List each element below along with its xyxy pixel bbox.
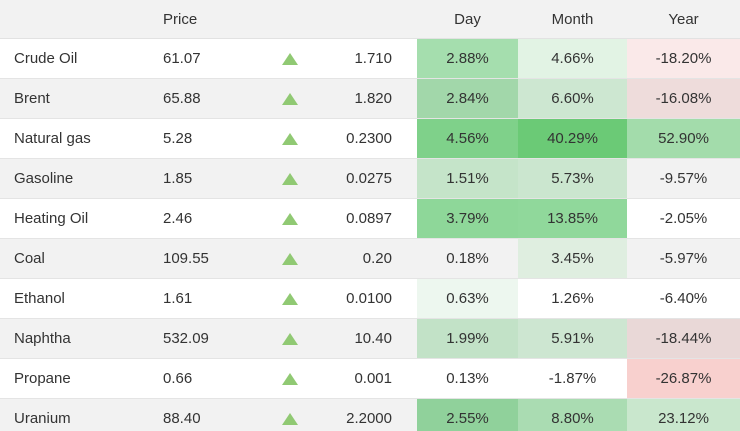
up-arrow-icon (260, 398, 320, 431)
price-value: 1.61 (150, 278, 260, 319)
month-percent-cell: 1.26% (518, 278, 627, 319)
year-percent-cell: -26.87% (627, 358, 740, 399)
commodity-name-link[interactable]: Heating Oil (0, 198, 150, 239)
table-row: Ethanol 1.61 0.0100 0.63% 1.26% -6.40% (0, 278, 740, 319)
year-percent-cell: -2.05% (627, 198, 740, 239)
year-percent-cell: -16.08% (627, 78, 740, 119)
day-percent-cell: 3.79% (417, 198, 518, 239)
commodity-name-link[interactable]: Ethanol (0, 278, 150, 319)
month-percent-cell: 6.60% (518, 78, 627, 119)
day-percent-cell: 2.84% (417, 78, 518, 119)
month-percent-cell: 8.80% (518, 398, 627, 431)
table-header: Price Day Month Year (0, 0, 740, 39)
day-percent-cell: 0.18% (417, 238, 518, 279)
up-arrow-icon (260, 118, 320, 159)
up-arrow-icon (260, 158, 320, 199)
up-arrow-icon (260, 78, 320, 119)
change-value: 0.0100 (320, 278, 417, 319)
change-value: 0.20 (320, 238, 417, 279)
table-row: Heating Oil 2.46 0.0897 3.79% 13.85% -2.… (0, 198, 740, 239)
table-row: Crude Oil 61.07 1.710 2.88% 4.66% -18.20… (0, 38, 740, 79)
up-arrow-icon (260, 238, 320, 279)
commodity-name-link[interactable]: Crude Oil (14, 50, 78, 67)
month-percent-cell: 13.85% (518, 198, 627, 239)
month-percent-cell: -1.87% (518, 358, 627, 399)
price-value: 0.66 (150, 358, 260, 399)
header-price: Price (150, 0, 260, 39)
day-percent-cell: 0.63% (417, 278, 518, 319)
price-value: 61.07 (163, 50, 201, 67)
up-arrow-icon (260, 278, 320, 319)
price-value: 5.28 (150, 118, 260, 159)
month-percent-cell: 5.91% (518, 318, 627, 359)
header-arrow-spacer (260, 0, 320, 39)
table-row: Brent 65.88 1.820 2.84% 6.60% -16.08% (0, 78, 740, 119)
up-arrow-icon (260, 198, 320, 239)
price-value: 1.85 (150, 158, 260, 199)
day-percent-cell: 1.51% (417, 158, 518, 199)
year-percent-cell: 23.12% (627, 398, 740, 431)
up-arrow-icon (260, 39, 320, 79)
commodity-name-link[interactable]: Coal (0, 238, 150, 279)
header-month: Month (518, 0, 627, 39)
table-body: Crude Oil 61.07 1.710 2.88% 4.66% -18.20… (0, 38, 740, 431)
month-percent-cell: 40.29% (518, 118, 627, 159)
table-row: Natural gas 5.28 0.2300 4.56% 40.29% 52.… (0, 118, 740, 159)
commodity-name-link[interactable]: Propane (0, 358, 150, 399)
day-percent-cell: 2.88% (417, 38, 518, 79)
header-day: Day (417, 0, 518, 39)
year-percent-cell: -18.44% (627, 318, 740, 359)
year-percent-cell: -9.57% (627, 158, 740, 199)
price-value: 2.46 (150, 198, 260, 239)
year-percent-cell: -6.40% (627, 278, 740, 319)
price-value: 532.09 (150, 318, 260, 359)
day-percent-cell: 4.56% (417, 118, 518, 159)
change-value: 0.0897 (320, 198, 417, 239)
change-value: 0.001 (320, 358, 417, 399)
table-row: Uranium 88.40 2.2000 2.55% 8.80% 23.12% (0, 398, 740, 431)
header-name (0, 0, 150, 39)
month-percent-cell: 4.66% (518, 38, 627, 79)
commodity-name-link[interactable]: Naphtha (0, 318, 150, 359)
change-value: 0.2300 (320, 118, 417, 159)
price-value: 109.55 (150, 238, 260, 279)
table-row: Gasoline 1.85 0.0275 1.51% 5.73% -9.57% (0, 158, 740, 199)
price-value: 88.40 (150, 398, 260, 431)
day-percent-cell: 1.99% (417, 318, 518, 359)
commodity-name-link[interactable]: Natural gas (0, 118, 150, 159)
header-change-spacer (320, 0, 417, 39)
price-value: 65.88 (150, 78, 260, 119)
change-value: 1.710 (354, 50, 392, 67)
change-value: 10.40 (320, 318, 417, 359)
year-percent-cell: -5.97% (627, 238, 740, 279)
year-percent-cell: -18.20% (627, 38, 740, 79)
change-value: 1.820 (320, 78, 417, 119)
up-arrow-icon (260, 358, 320, 399)
table-row: Coal 109.55 0.20 0.18% 3.45% -5.97% (0, 238, 740, 279)
up-arrow-icon (260, 318, 320, 359)
change-value: 2.2000 (320, 398, 417, 431)
year-percent-cell: 52.90% (627, 118, 740, 159)
month-percent-cell: 5.73% (518, 158, 627, 199)
commodity-name-link[interactable]: Brent (0, 78, 150, 119)
table-row: Propane 0.66 0.001 0.13% -1.87% -26.87% (0, 358, 740, 399)
commodity-name-link[interactable]: Gasoline (0, 158, 150, 199)
day-percent-cell: 2.55% (417, 398, 518, 431)
change-value: 0.0275 (320, 158, 417, 199)
day-percent-cell: 0.13% (417, 358, 518, 399)
header-year: Year (627, 0, 740, 39)
month-percent-cell: 3.45% (518, 238, 627, 279)
table-row: Naphtha 532.09 10.40 1.99% 5.91% -18.44% (0, 318, 740, 359)
commodity-name-link[interactable]: Uranium (0, 398, 150, 431)
